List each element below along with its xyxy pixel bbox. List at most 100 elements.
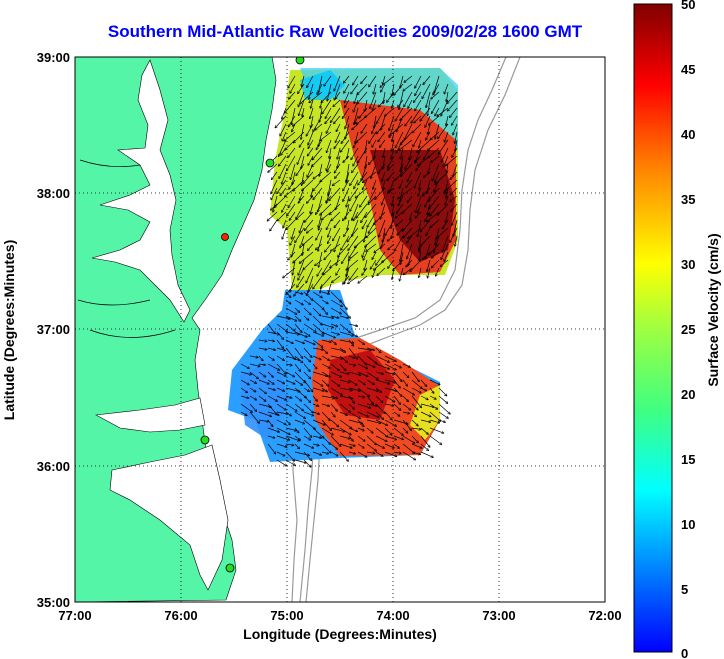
velocity-arrow (281, 147, 287, 155)
velocity-arrow (276, 427, 290, 434)
velocity-arrow (420, 403, 434, 407)
velocity-arrow (402, 203, 413, 213)
velocity-arrow (400, 131, 413, 145)
velocity-arrow (358, 171, 368, 185)
velocity-arrow (407, 235, 413, 243)
velocity-arrow (285, 451, 295, 461)
velocity-arrow (375, 187, 386, 199)
station-marker (225, 563, 235, 573)
velocity-arrow (294, 459, 306, 463)
velocity-arrow (402, 411, 410, 414)
velocity-arrow (335, 171, 341, 178)
colorbar-tick: 45 (681, 62, 695, 77)
velocity-arrow (287, 203, 296, 216)
velocity-arrow (276, 387, 284, 391)
velocity-arrow (339, 435, 350, 439)
velocity-arrow (285, 307, 297, 314)
velocity-arrow (374, 243, 386, 253)
velocity-arrow (420, 443, 428, 450)
velocity-arrow (326, 123, 332, 133)
velocity-arrow (450, 195, 458, 201)
velocity-arrow (267, 331, 279, 334)
velocity-arrow (285, 419, 290, 425)
velocity-arrow (308, 131, 314, 145)
velocity-arrow (402, 387, 414, 395)
velocity-arrow (334, 219, 341, 228)
velocity-arrow (303, 355, 311, 362)
velocity-arrow (364, 227, 368, 242)
velocity-arrow (267, 443, 276, 454)
velocity-arrow (357, 371, 368, 377)
velocity-arrow (429, 427, 444, 433)
station-marker (295, 57, 305, 65)
velocity-arrow (379, 219, 386, 237)
velocity-arrow (330, 307, 341, 314)
velocity-arrow (348, 427, 357, 431)
velocity-arrow (365, 203, 377, 217)
velocity-arrow (424, 171, 431, 177)
velocity-arrow (348, 419, 362, 424)
velocity-arrow (312, 355, 321, 360)
velocity-arrow (423, 75, 431, 84)
velocity-arrow (308, 275, 314, 293)
velocity-arrow (375, 411, 383, 419)
velocity-arrow (343, 179, 350, 191)
colorbar-label: Surface Velocity (cm/s) (705, 233, 721, 386)
velocity-arrow (430, 219, 440, 227)
velocity-arrow (307, 227, 314, 233)
velocity-arrow (377, 267, 386, 275)
velocity-arrow (411, 371, 419, 381)
velocity-arrow (343, 155, 350, 162)
velocity-arrow (267, 387, 275, 390)
velocity-arrow (285, 427, 297, 431)
velocity-arrow (273, 195, 278, 212)
velocity-arrow (434, 75, 440, 93)
velocity-arrow (299, 139, 305, 147)
velocity-arrow (321, 355, 329, 360)
velocity-arrow (397, 227, 404, 235)
velocity-arrow (446, 91, 449, 101)
velocity-arrow (305, 219, 314, 230)
velocity-arrow (267, 379, 274, 384)
velocity-arrow (334, 115, 341, 124)
velocity-arrow (438, 419, 445, 422)
velocity-arrow (321, 299, 328, 304)
velocity-arrow (417, 203, 422, 213)
velocity-arrow (357, 363, 368, 369)
velocity-arrow (384, 355, 396, 361)
velocity-arrow (444, 131, 449, 142)
velocity-arrow (411, 411, 416, 417)
velocity-arrow (290, 83, 296, 93)
velocity-arrow (382, 195, 386, 205)
velocity-arrow (438, 395, 448, 403)
velocity-arrow (301, 123, 305, 139)
velocity-arrow (393, 435, 403, 439)
velocity-arrow (429, 379, 440, 385)
velocity-arrow (322, 259, 332, 275)
velocity-arrow (321, 435, 330, 444)
velocity-arrow (321, 291, 329, 294)
velocity-arrow (258, 411, 271, 416)
velocity-arrow (299, 219, 305, 233)
x-tick-label: 73:00 (482, 608, 515, 623)
pamlico-sound (109, 444, 229, 591)
velocity-arrow (293, 131, 305, 143)
velocity-arrow (312, 299, 324, 309)
velocity-arrow (375, 387, 382, 392)
velocity-arrow (351, 147, 359, 159)
velocity-arrow (404, 75, 413, 82)
velocity-arrow (325, 115, 332, 124)
velocity-arrow (306, 267, 314, 283)
velocity-arrow (258, 340, 267, 341)
velocity-arrow (389, 115, 395, 131)
velocity-arrow (267, 340, 274, 341)
velocity-arrow (398, 187, 413, 199)
velocity-arrow (410, 259, 422, 271)
velocity-arrow (327, 163, 332, 172)
velocity-arrow (303, 331, 310, 336)
velocity-arrow (296, 163, 305, 175)
velocity-arrow (285, 355, 300, 360)
velocity-arrow (375, 371, 383, 374)
velocity-arrow (303, 315, 309, 320)
velocity-arrow (348, 235, 359, 250)
